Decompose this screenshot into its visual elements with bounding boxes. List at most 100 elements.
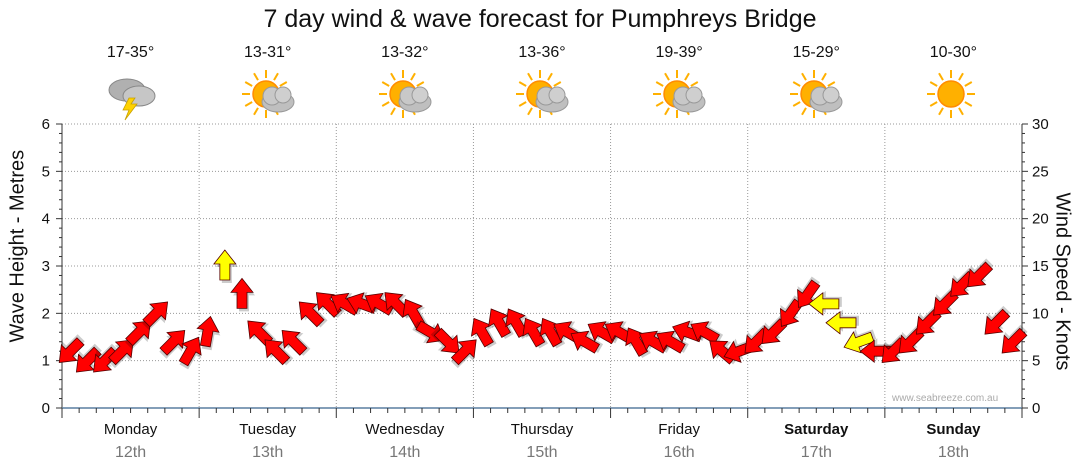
y-right-tick-label: 5 [1032,353,1040,370]
y-left-tick-label: 4 [42,211,50,228]
temp-range-saturday: 15-29° [792,44,840,61]
temp-range-sunday: 10-30° [929,44,978,61]
day-label-tuesday: Tuesday [239,421,297,438]
wind-arrow [75,343,102,373]
wind-arrow-shape [196,315,220,348]
wind-arrow-shape [984,308,1011,335]
wind-arrow-shape [690,321,721,345]
wind-arrow [779,295,804,327]
wind-arrow [797,276,821,309]
y-left-tick-label: 5 [42,163,50,180]
wind-arrow-shape [75,346,102,373]
watermark: www.seabreeze.com.au [892,393,999,404]
wind-arrow-shape [898,327,925,354]
date-label-monday: 12th [114,444,147,461]
date-label-friday: 16th [663,444,695,461]
wind-arrow [430,327,460,354]
wind-arrow-shape [1001,327,1028,354]
wind-arrow [967,258,994,288]
partly-cloudy-icon [373,68,437,120]
y-right-tick-label: 20 [1032,211,1049,228]
y-axis-left-label: Wave Height - Metres [6,149,29,343]
wind-arrow [825,309,859,335]
wind-arrow-shape [570,330,601,354]
day-label-wednesday: Wednesday [365,421,445,438]
temp-range-thursday: 13-36° [518,44,566,61]
wind-arrow [859,338,894,364]
wind-arrow [142,301,169,331]
wind-arrow-shape [933,289,959,316]
wind-arrow-shape [125,320,151,347]
y-right-tick-label: 10 [1032,305,1049,322]
y-left-tick-label: 0 [42,400,50,417]
y-left-tick-label: 1 [42,353,50,370]
wind-arrow [178,336,202,370]
temp-range-monday: 17-35° [106,44,155,61]
date-label-wednesday: 14th [389,444,421,461]
wind-arrow-shape [159,329,186,356]
y-right-tick-label: 0 [1032,400,1040,417]
wind-arrow-shape [58,337,85,363]
wind-arrow-shape [915,308,942,335]
wind-arrow [450,339,477,369]
wind-arrow-shape [450,339,477,366]
wind-arrow [125,320,151,350]
wind-arrow-shape [107,339,134,366]
date-label-sunday: 18th [937,444,969,461]
wind-arrow [58,334,85,363]
wind-arrow-shape [656,330,686,354]
wind-arrow-shape [402,298,426,329]
wind-arrow-shape [298,301,325,328]
day-label-sunday: Sunday [926,421,981,438]
wind-arrow-shape [470,317,494,348]
y-right-tick-label: 30 [1032,116,1049,133]
y-right-tick-label: 15 [1032,258,1049,275]
partly-cloudy-icon [647,68,711,120]
date-label-tuesday: 13th [252,444,284,461]
wind-arrow [196,315,221,351]
temp-range-tuesday: 13-31° [244,44,292,61]
wind-arrow [93,343,119,373]
wind-arrow-shape [488,308,512,338]
temp-range-friday: 19-39° [655,44,703,61]
date-label-saturday: 17th [800,444,832,461]
day-label-saturday: Saturday [784,421,849,438]
wind-arrow [470,317,497,349]
wind-arrow [984,305,1011,335]
wind-arrow [264,339,294,366]
wind-arrow-shape [825,310,857,335]
wind-arrow-shape [247,320,274,347]
wind-arrow [230,277,255,312]
wind-arrow [1001,324,1028,354]
partly-cloudy-icon [784,68,848,120]
wind-arrow [843,329,877,354]
wind-arrow [281,329,311,356]
wind-arrow-shape [433,327,460,354]
wind-arrow [690,321,724,345]
wind-arrow-shape [142,301,169,328]
wind-arrow [570,330,604,354]
wind-arrow-shape [808,292,840,316]
wind-arrow-shape [761,318,788,345]
wind-arrow-shape [230,277,254,309]
y-axis-right-label: Wind Speed - Knots [1051,192,1074,371]
wind-arrow-shape [859,339,891,364]
wind-arrow-shape [93,346,119,373]
wind-arrow [159,329,186,359]
partly-cloudy-icon [236,68,300,120]
y-left-tick-label: 3 [42,258,50,275]
chart-title: 7 day wind & wave forecast for Pumphreys… [263,5,817,33]
wind-arrow-shape [779,298,804,327]
day-label-monday: Monday [103,421,158,438]
y-left-tick-label: 2 [42,305,50,322]
wind-arrow [808,290,842,316]
wind-arrow-shape [522,317,546,348]
partly-cloudy-icon [510,68,574,120]
wind-arrow-shape [178,336,202,367]
date-label-thursday: 15th [526,444,558,461]
storm-cloud-icon [99,68,163,121]
wind-arrow [656,330,689,354]
day-label-thursday: Thursday [510,421,574,438]
wind-arrow-shape [843,331,875,354]
